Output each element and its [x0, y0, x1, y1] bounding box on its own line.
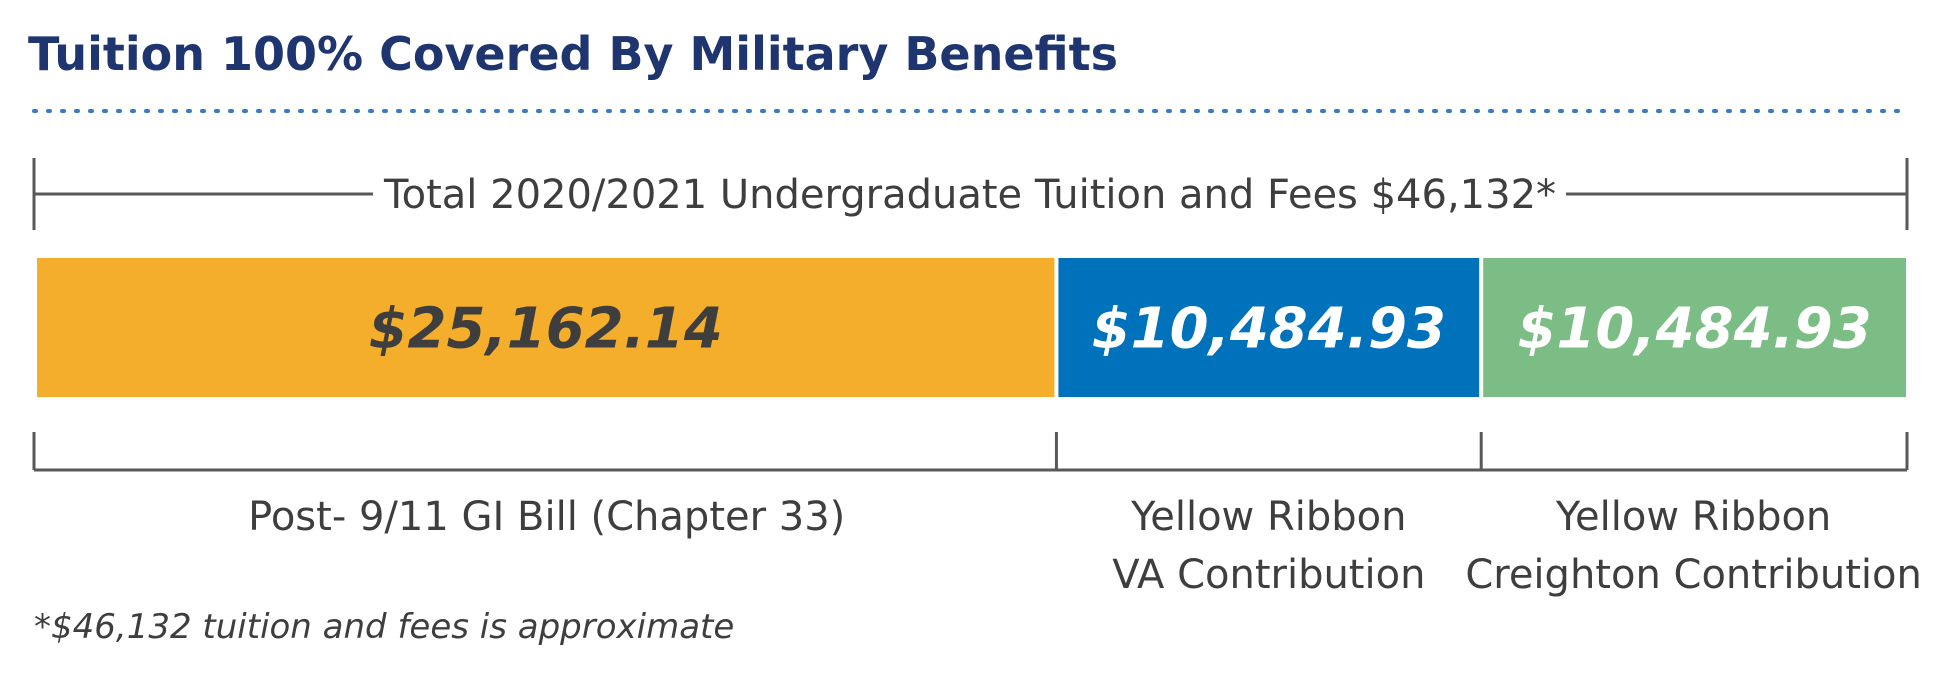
segment-labels: Post- 9/11 GI Bill (Chapter 33) Yellow Ri… [248, 494, 1922, 598]
segment-label-1-line-1: Post- 9/11 GI Bill (Chapter 33) [248, 494, 845, 540]
footnote: *$46,132 tuition and fees is approximate [34, 607, 734, 647]
total-label: Total 2020/2021 Undergraduate Tuition an… [383, 172, 1556, 218]
bar-segment-2 [1058, 258, 1480, 397]
bar-value-label-3: $10,484.93 [1517, 297, 1871, 362]
total-bracket [32, 158, 1909, 230]
bar-segment-1 [37, 258, 1055, 397]
chart-title: Tuition 100% Covered By Military Benefit… [28, 27, 1118, 81]
bar-value-label-1: $25,162.14 [369, 297, 723, 362]
segment-label-3-line-1: Yellow Ribbon [1555, 494, 1831, 540]
segment-label-2-line-2: VA Contribution [1112, 552, 1425, 598]
segment-label-3-line-2: Creighton Contribution [1465, 552, 1922, 598]
bar-segment-3 [1483, 258, 1906, 397]
bar-value-label-2: $10,484.93 [1092, 297, 1446, 362]
segment-label-2-line-1: Yellow Ribbon [1130, 494, 1406, 540]
stacked-bar: $25,162.14 $10,484.93 $10,484.93 [37, 258, 1906, 397]
segment-brackets [32, 432, 1909, 472]
